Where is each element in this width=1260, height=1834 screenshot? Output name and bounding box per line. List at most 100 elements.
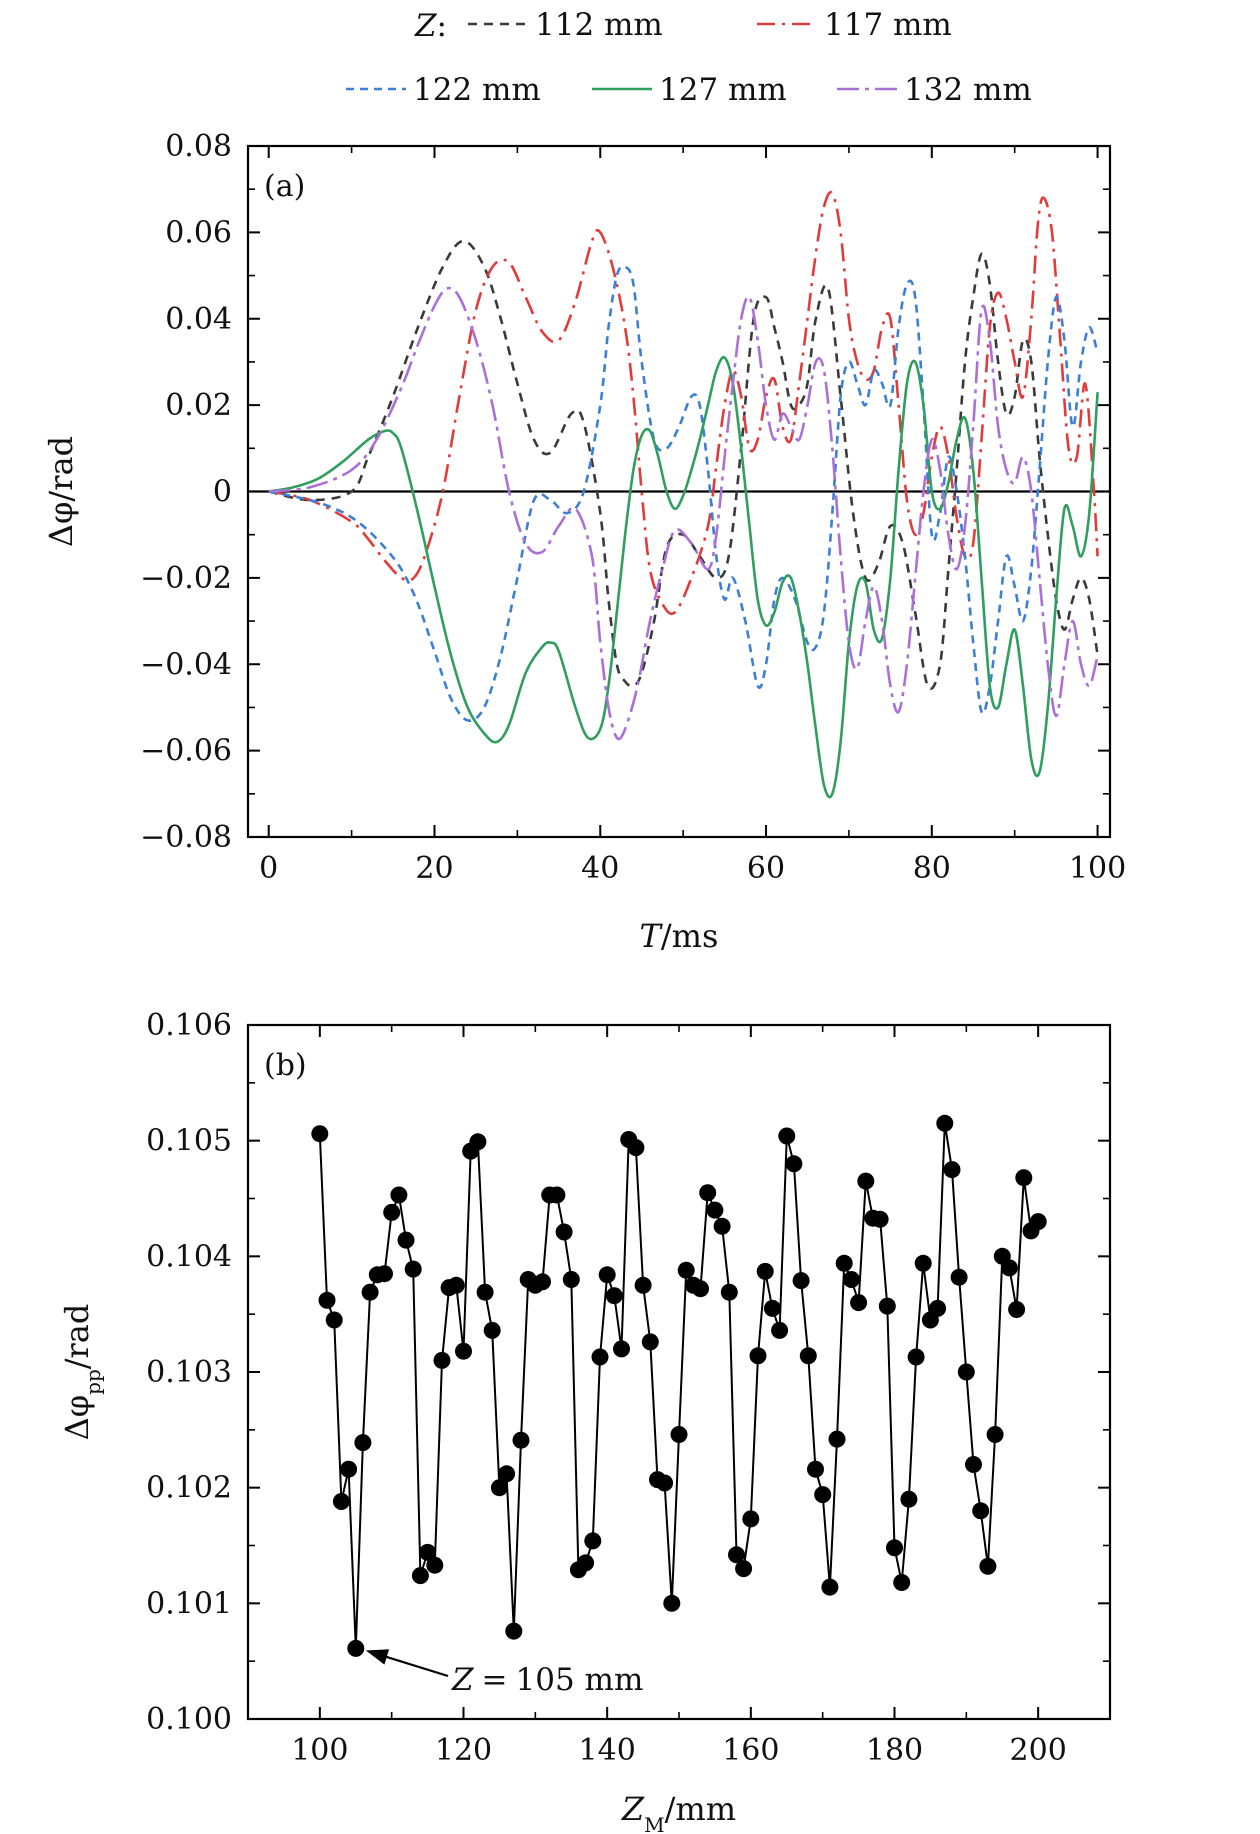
data-point: [397, 1231, 415, 1249]
data-point: [1008, 1301, 1026, 1318]
data-point: [857, 1172, 875, 1190]
data-point: [476, 1283, 494, 1301]
data-point: [692, 1280, 709, 1298]
data-point: [900, 1490, 918, 1508]
data-point: [483, 1321, 501, 1339]
data-point: [455, 1342, 472, 1360]
panel-a-ylabel-var: Δφ: [42, 502, 80, 548]
panel-a-xlabel-var: T: [640, 917, 664, 955]
data-point: [965, 1456, 982, 1473]
series-line-117-mm: [268, 190, 1099, 616]
data-point: [807, 1460, 824, 1478]
data-point: [555, 1223, 573, 1241]
legend-item-label: 132 mm: [904, 72, 1032, 108]
annotation-arrow-head: [365, 1649, 390, 1665]
data-point: [411, 1567, 429, 1585]
data-point: [742, 1510, 760, 1528]
data-point: [404, 1260, 422, 1278]
data-point: [376, 1265, 393, 1283]
data-point: [591, 1348, 609, 1366]
panel-a-ticks: 0 20 40 60 80 100 −0.08 −0.06 −0.04 −0.02 0 0.02 0.0…: [140, 129, 1126, 886]
panel-b-tag: (b): [264, 1048, 307, 1083]
data-point: [878, 1297, 896, 1315]
panel-a-xlabel-unit: /ms: [661, 917, 719, 955]
panel-b-xtick-label: 160: [722, 1733, 779, 1768]
data-point: [663, 1594, 681, 1612]
data-point: [498, 1465, 516, 1483]
legend-title: Z:: [414, 8, 447, 44]
panel-b-xlabel: ZM/mm: [621, 1790, 736, 1834]
panel-b-xtick-label: 120: [435, 1733, 492, 1768]
data-point: [534, 1273, 551, 1291]
data-point: [670, 1426, 688, 1443]
panel-a-tag: (a): [264, 169, 305, 204]
data-point: [469, 1133, 487, 1151]
panel-b-frame: [246, 1023, 1112, 1721]
data-point: [512, 1431, 530, 1449]
data-point: [634, 1276, 652, 1294]
panel-b-annotation: Z = 105 mm: [365, 1649, 643, 1698]
panel-b-xtick-label: 180: [866, 1733, 923, 1768]
data-point: [426, 1556, 444, 1574]
panel-a-ytick-label: 0: [213, 475, 232, 510]
legend-title-var: Z: [414, 8, 437, 44]
panel-a-ytick-label: 0.04: [165, 302, 232, 337]
legend-item-label: 117 mm: [824, 7, 952, 43]
data-point: [419, 1543, 437, 1561]
panel-b: 100 120 140 160 180 200 0.100 0.101 0.102 0.103 0.…: [58, 1008, 1112, 1834]
legend-item-label: 127 mm: [659, 72, 787, 108]
legend-title-suffix: :: [437, 8, 447, 44]
annotation-label: Z = 105 mm: [451, 1662, 643, 1698]
panel-b-xtick-label: 140: [579, 1733, 636, 1768]
series-line-122-mm: [268, 264, 1099, 722]
panel-b-ylabel-unit: /rad: [58, 1304, 96, 1370]
data-point: [548, 1186, 566, 1204]
data-point: [828, 1430, 846, 1448]
data-point: [979, 1557, 997, 1575]
panel-b-xlabel-unit: /mm: [665, 1790, 736, 1828]
data-point: [950, 1268, 968, 1286]
data-point: [1029, 1213, 1047, 1231]
panel-b-data: [311, 1114, 1047, 1657]
data-point: [613, 1340, 630, 1358]
data-point: [332, 1493, 350, 1510]
data-point: [842, 1271, 860, 1288]
annotation-value: 105 mm: [516, 1662, 644, 1698]
data-point: [598, 1266, 616, 1284]
data-point: [383, 1203, 401, 1221]
data-point: [311, 1125, 329, 1143]
panel-a-xtick-label: 60: [747, 851, 785, 886]
data-point: [677, 1261, 695, 1279]
data-point: [778, 1127, 796, 1145]
panel-b-ytick-label: 0.100: [146, 1702, 232, 1737]
panel-a-ylabel: Δφ/rad: [42, 436, 80, 547]
data-point: [340, 1460, 358, 1478]
data-point: [505, 1622, 523, 1640]
panel-b-xtick-label: 100: [291, 1733, 348, 1768]
data-point: [656, 1474, 674, 1492]
panel-b-ytick-label: 0.105: [146, 1124, 232, 1159]
data-point: [447, 1276, 465, 1294]
data-point: [627, 1139, 645, 1157]
data-point: [914, 1254, 932, 1272]
data-point: [785, 1155, 803, 1173]
data-point: [728, 1546, 745, 1564]
panel-a-xtick-label: 80: [913, 851, 951, 886]
annotation-arrow: [381, 1654, 449, 1678]
legend-item-label: 122 mm: [413, 72, 541, 108]
data-point: [735, 1560, 753, 1578]
panel-b-ytick-label: 0.101: [146, 1586, 232, 1621]
panel-b-ylabel-sub: pp: [81, 1369, 105, 1395]
panel-b-ylabel: Δφpp/rad: [58, 1304, 105, 1441]
data-point: [720, 1283, 738, 1301]
data-point: [354, 1434, 372, 1452]
panel-b-xtick-label: 200: [1010, 1733, 1067, 1768]
data-point: [929, 1299, 947, 1317]
panel-a-xtick-label: 100: [1069, 851, 1126, 886]
data-point: [562, 1271, 580, 1288]
data-point: [490, 1479, 508, 1497]
data-point: [814, 1486, 832, 1504]
panel-b-ytick-label: 0.103: [146, 1355, 232, 1390]
data-point: [433, 1351, 451, 1369]
panel-b-ytick-label: 0.104: [146, 1239, 232, 1274]
